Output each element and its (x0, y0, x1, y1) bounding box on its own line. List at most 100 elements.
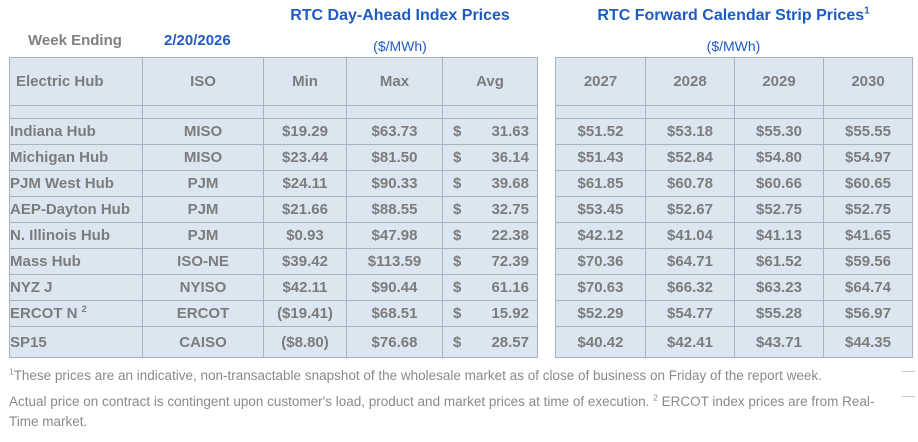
strip-cell-2029: $63.23 (734, 274, 824, 301)
table-row: $70.63 $66.32 $63.23 $64.74 (555, 274, 913, 301)
avg-value: 72.39 (491, 253, 529, 270)
max-cell: $63.73 (346, 118, 443, 145)
avg-value: 15.92 (491, 305, 529, 322)
avg-cell: $72.39 (442, 248, 538, 275)
iso-cell: NYISO (142, 274, 264, 301)
avg-value: 31.63 (491, 123, 529, 140)
spacer-cell (346, 105, 443, 119)
hub-name: Mass Hub (10, 253, 81, 270)
spacer-cell (263, 105, 347, 119)
currency-symbol: $ (453, 305, 462, 322)
footnote-1-text: These prices are an indicative, non-tran… (13, 368, 822, 383)
footnote-2-text-a: Actual price on contract is contingent u… (9, 394, 654, 409)
strip-cell-2028: $41.04 (645, 222, 735, 249)
strip-cell-2027: $40.42 (555, 326, 646, 358)
forward-strip-title: RTC Forward Calendar Strip Prices1 (555, 5, 912, 25)
strip-cell-2027: $70.36 (555, 248, 646, 275)
spacer-cell (9, 105, 143, 119)
max-cell: $113.59 (346, 248, 443, 275)
min-cell: $21.66 (263, 196, 347, 223)
currency-symbol: $ (453, 123, 462, 140)
currency-symbol: $ (453, 227, 462, 244)
currency-symbol: $ (453, 279, 462, 296)
table-row: $61.85 $60.78 $60.66 $60.65 (555, 170, 913, 197)
min-cell: $39.42 (263, 248, 347, 275)
hub-name: NYZ J (10, 279, 53, 296)
forward-strip-table: 2027 2028 2029 2030 $51.52 $53.18 $55.30… (555, 57, 913, 358)
day-ahead-header-row: Electric Hub ISO Min Max Avg (9, 57, 538, 106)
table-row: AEP-Dayton Hub PJM $21.66 $88.55 $32.75 (9, 196, 538, 223)
table-row: PJM West Hub PJM $24.11 $90.33 $39.68 (9, 170, 538, 197)
iso-cell: ERCOT (142, 300, 264, 327)
day-ahead-units: ($/MWh) (373, 38, 427, 54)
strip-cell-2029: $55.28 (734, 300, 824, 327)
table-row: Indiana Hub MISO $19.29 $63.73 $31.63 (9, 118, 538, 145)
col-header-iso: ISO (142, 57, 264, 106)
avg-value: 22.38 (491, 227, 529, 244)
strip-cell-2030: $54.97 (823, 144, 913, 171)
spacer-cell (442, 105, 538, 119)
iso-cell: PJM (142, 170, 264, 197)
currency-symbol: $ (453, 175, 462, 192)
strip-cell-2029: $52.75 (734, 196, 824, 223)
currency-symbol: $ (453, 201, 462, 218)
strip-cell-2029: $55.30 (734, 118, 824, 145)
strip-cell-2028: $53.18 (645, 118, 735, 145)
col-header-electric-hub: Electric Hub (9, 57, 143, 106)
avg-cell: $22.38 (442, 222, 538, 249)
table-row: ERCOT N 2 ERCOT ($19.41) $68.51 $15.92 (9, 300, 538, 327)
week-ending-label: Week Ending (28, 32, 122, 49)
col-header-min: Min (263, 57, 347, 106)
iso-cell: PJM (142, 222, 264, 249)
hub-cell: SP15 (9, 326, 143, 358)
table-row: $70.36 $64.71 $61.52 $59.56 (555, 248, 913, 275)
footnote-2-marker: 2 (653, 392, 658, 403)
footnote-ref-2: 2 (81, 304, 87, 314)
strip-cell-2030: $59.56 (823, 248, 913, 275)
currency-symbol: $ (453, 333, 462, 351)
spacer-cell (823, 105, 913, 119)
hub-name: N. Illinois Hub (10, 227, 111, 244)
min-cell: $24.11 (263, 170, 347, 197)
col-header-2027: 2027 (555, 57, 646, 106)
strip-cell-2029: $41.13 (734, 222, 824, 249)
avg-value: 28.57 (491, 333, 529, 351)
max-cell: $90.33 (346, 170, 443, 197)
hub-name: ERCOT N (10, 305, 78, 322)
min-cell: ($8.80) (263, 326, 347, 358)
max-cell: $76.68 (346, 326, 443, 358)
avg-cell: $61.16 (442, 274, 538, 301)
spacer-cell (645, 105, 735, 119)
table-row: $40.42 $42.41 $43.71 $44.35 (555, 326, 913, 358)
strip-cell-2028: $64.71 (645, 248, 735, 275)
table-row: $51.52 $53.18 $55.30 $55.55 (555, 118, 913, 145)
table-row: Michigan Hub MISO $23.44 $81.50 $36.14 (9, 144, 538, 171)
hub-cell: AEP-Dayton Hub (9, 196, 143, 223)
spacer-cell (142, 105, 264, 119)
avg-cell: $32.75 (442, 196, 538, 223)
max-cell: $88.55 (346, 196, 443, 223)
spacer-row (9, 105, 538, 119)
footnote-2: Actual price on contract is contingent u… (9, 392, 895, 432)
strip-cell-2030: $56.97 (823, 300, 913, 327)
currency-symbol: $ (453, 253, 462, 270)
spacer-row (555, 105, 913, 119)
iso-cell: MISO (142, 118, 264, 145)
strip-cell-2029: $60.66 (734, 170, 824, 197)
col-header-avg: Avg (442, 57, 538, 106)
max-cell: $47.98 (346, 222, 443, 249)
strip-cell-2027: $51.52 (555, 118, 646, 145)
strip-cell-2027: $51.43 (555, 144, 646, 171)
footnote-ref-1: 1 (864, 5, 870, 17)
hub-name: PJM West Hub (10, 175, 114, 192)
hub-name: SP15 (10, 333, 47, 351)
strip-cell-2030: $55.55 (823, 118, 913, 145)
hub-cell: Indiana Hub (9, 118, 143, 145)
spacer-cell (734, 105, 824, 119)
strip-cell-2030: $64.74 (823, 274, 913, 301)
strip-cell-2030: $41.65 (823, 222, 913, 249)
min-cell: $19.29 (263, 118, 347, 145)
max-cell: $81.50 (346, 144, 443, 171)
gridline-stub (902, 371, 915, 372)
table-row: NYZ J NYISO $42.11 $90.44 $61.16 (9, 274, 538, 301)
